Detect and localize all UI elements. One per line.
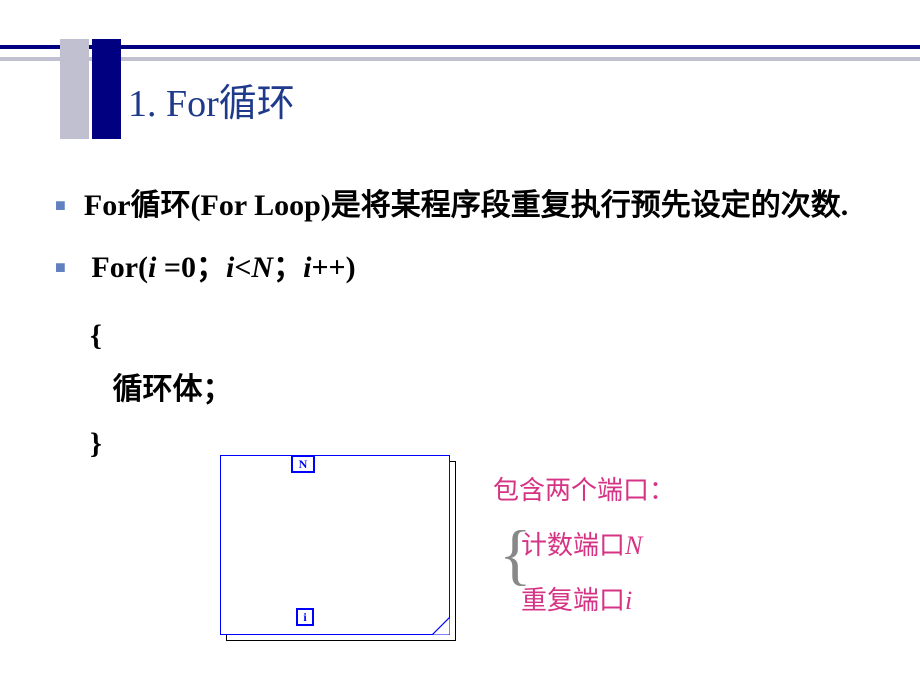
annotation-item1-text: 计数端口 (521, 531, 625, 560)
n-port-icon: N (291, 455, 315, 473)
annotation-item2-text: 重复端口 (521, 586, 625, 615)
header-decoration: 1. For循环 (0, 0, 920, 140)
brace-icon: { (499, 520, 532, 588)
annotation-area: 包含两个端口： { 计数端口N 重复端口i (493, 470, 793, 635)
annotation-items: { 计数端口N 重复端口i (521, 525, 793, 617)
for-lt: < (234, 251, 251, 284)
corner-fold-icon (430, 615, 450, 635)
for-semi: ； (273, 251, 303, 284)
bullet-item-2: ■ For(i =0；i<N；i++) (55, 247, 875, 289)
code-close-brace: } (90, 417, 875, 471)
bullet-marker: ■ (55, 257, 66, 278)
horizontal-line-light (0, 57, 920, 61)
code-block: { 循环体； } (90, 309, 875, 471)
vertical-block-light (60, 39, 89, 139)
annotation-item2-var: i (625, 586, 632, 615)
for-inc: ++) (311, 251, 355, 284)
annotation-item1-var: N (625, 531, 642, 560)
for-loop-diagram: N i (220, 455, 455, 640)
content-area: ■ For循环(For Loop)是将某程序段重复执行预先设定的次数. ■ Fo… (55, 185, 875, 471)
for-n: N (251, 251, 273, 284)
i-port-icon: i (296, 608, 314, 626)
vertical-block-dark (92, 39, 121, 139)
bullet-item-1: ■ For循环(For Loop)是将某程序段重复执行预先设定的次数. (55, 185, 875, 227)
annotation-item-1: 计数端口N (521, 525, 793, 562)
annotation-title: 包含两个端口： (493, 470, 793, 507)
code-open-brace: { (90, 309, 875, 363)
bullet-text-2: For(i =0；i<N；i++) (84, 247, 356, 289)
for-eq: =0； (156, 251, 226, 284)
for-prefix: For( (91, 251, 148, 284)
slide-title: 1. For循环 (128, 72, 295, 127)
horizontal-line-dark (0, 45, 920, 49)
annotation-item-2: 重复端口i (521, 580, 793, 617)
bullet-text-1: For循环(For Loop)是将某程序段重复执行预先设定的次数. (84, 185, 848, 227)
diagram-main: N i (220, 455, 450, 635)
code-body: 循环体； (90, 363, 875, 417)
bullet-marker: ■ (55, 195, 66, 216)
